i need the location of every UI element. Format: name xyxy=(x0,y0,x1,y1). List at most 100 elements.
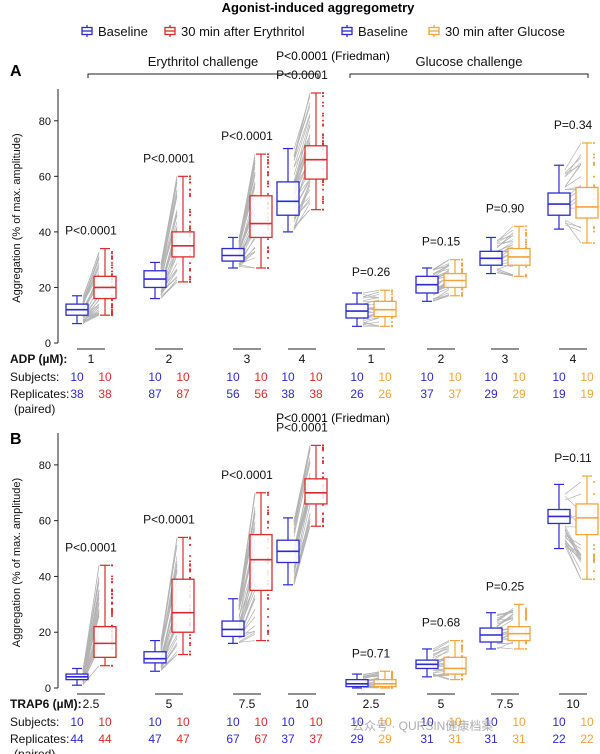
paired-line xyxy=(564,157,582,174)
data-point xyxy=(593,570,595,573)
paired-line xyxy=(496,232,514,249)
replicates-treated-3: 38 xyxy=(309,387,323,401)
data-point xyxy=(189,641,191,644)
data-point xyxy=(267,494,269,497)
replicates-baseline-2: 56 xyxy=(226,387,240,401)
data-point xyxy=(267,180,269,183)
panel-a: A P<0.0001 (Friedman) 0 20 40 60 80 Aggregati… xyxy=(10,49,599,416)
data-point xyxy=(111,601,113,604)
replicates-baseline-6: 29 xyxy=(484,387,498,401)
data-point xyxy=(189,555,191,558)
box-erythritol-2-box xyxy=(249,195,273,239)
box-baseline-0 xyxy=(65,295,89,325)
box-baseline-5 xyxy=(415,648,439,678)
box-erythritol-1 xyxy=(171,175,195,283)
data-point xyxy=(322,124,324,127)
data-point xyxy=(593,161,595,164)
data-point xyxy=(593,561,595,564)
data-point xyxy=(461,262,463,265)
data-point xyxy=(322,136,324,139)
data-point xyxy=(461,640,463,643)
data-point xyxy=(267,174,269,177)
paired-line xyxy=(238,633,256,644)
data-point xyxy=(189,644,191,647)
subjects-treated-3: 10 xyxy=(309,370,323,384)
data-point xyxy=(322,444,324,447)
data-point xyxy=(525,243,527,246)
paired-line xyxy=(160,255,178,296)
paired-line xyxy=(238,494,256,606)
subjects-treated-2: 10 xyxy=(254,370,268,384)
paired-line xyxy=(496,268,514,276)
box-baseline-3-box xyxy=(276,181,300,216)
data-point xyxy=(189,653,191,656)
p-value-3: P<0.0001 xyxy=(276,420,328,434)
paired-line xyxy=(82,258,100,304)
data-point xyxy=(593,557,595,560)
figure-title: Agonist-induced aggregometry xyxy=(222,0,416,15)
data-point xyxy=(322,476,324,479)
subjects-treated-7: 10 xyxy=(580,715,594,729)
y-tick-label: 0 xyxy=(45,683,51,695)
paired-line xyxy=(293,184,311,230)
replicates-baseline-4: 26 xyxy=(350,387,364,401)
data-point xyxy=(322,92,324,94)
paired-lines-2 xyxy=(238,491,269,644)
data-point xyxy=(461,270,463,273)
replicates-row-label: Replicates: xyxy=(10,732,69,746)
data-point xyxy=(322,114,324,117)
data-point xyxy=(111,596,113,599)
replicates-treated-7: 22 xyxy=(580,732,594,746)
replicates-baseline-7: 19 xyxy=(552,387,566,401)
box-glucose-7 xyxy=(575,142,599,244)
paired-line xyxy=(82,309,100,322)
data-point xyxy=(111,615,113,618)
data-point xyxy=(593,156,595,159)
data-point xyxy=(322,123,324,126)
y-tick-label: 40 xyxy=(39,227,51,239)
box-baseline-3 xyxy=(276,147,300,233)
box-glucose-4 xyxy=(373,670,397,689)
data-point xyxy=(189,280,191,283)
data-point xyxy=(322,181,324,184)
box-baseline-6 xyxy=(479,236,503,275)
data-point xyxy=(322,112,324,115)
box-baseline-1 xyxy=(143,261,167,300)
data-point xyxy=(111,306,113,309)
data-point xyxy=(525,265,527,268)
dose-label-7: 4 xyxy=(570,352,577,366)
data-point xyxy=(525,640,527,643)
data-point xyxy=(322,134,324,137)
data-point xyxy=(267,171,269,174)
y-tick-label: 80 xyxy=(39,116,51,128)
replicates-treated-2: 56 xyxy=(254,387,268,401)
paired-line xyxy=(160,654,178,671)
box-erythritol-3-box xyxy=(304,478,328,505)
watermark: 公众号 · QURSIN健康档案 xyxy=(352,718,493,733)
data-point xyxy=(593,153,595,156)
subjects-treated-1: 10 xyxy=(176,715,190,729)
replicates-baseline-0: 38 xyxy=(70,387,84,401)
box-glucose-5-box xyxy=(443,656,467,675)
paired-line xyxy=(564,221,582,244)
paired-line xyxy=(238,250,256,268)
legend-icon-0 xyxy=(81,25,93,37)
data-point xyxy=(593,142,595,144)
paired-line xyxy=(362,673,380,678)
dose-label-2: 7.5 xyxy=(239,697,256,711)
data-point xyxy=(322,449,324,452)
paired-line xyxy=(293,463,311,533)
data-point xyxy=(267,512,269,515)
replicates-treated-1: 87 xyxy=(176,387,190,401)
data-point xyxy=(267,596,269,599)
box-erythritol-2 xyxy=(249,492,273,642)
box-erythritol-3 xyxy=(304,92,328,211)
paired-line xyxy=(82,256,100,301)
data-point xyxy=(322,195,324,198)
paired-line xyxy=(293,92,311,161)
box-baseline-4 xyxy=(345,292,369,327)
data-point xyxy=(525,234,527,237)
data-point xyxy=(322,202,324,205)
replicates-treated-7: 19 xyxy=(580,387,594,401)
data-point xyxy=(111,577,113,580)
